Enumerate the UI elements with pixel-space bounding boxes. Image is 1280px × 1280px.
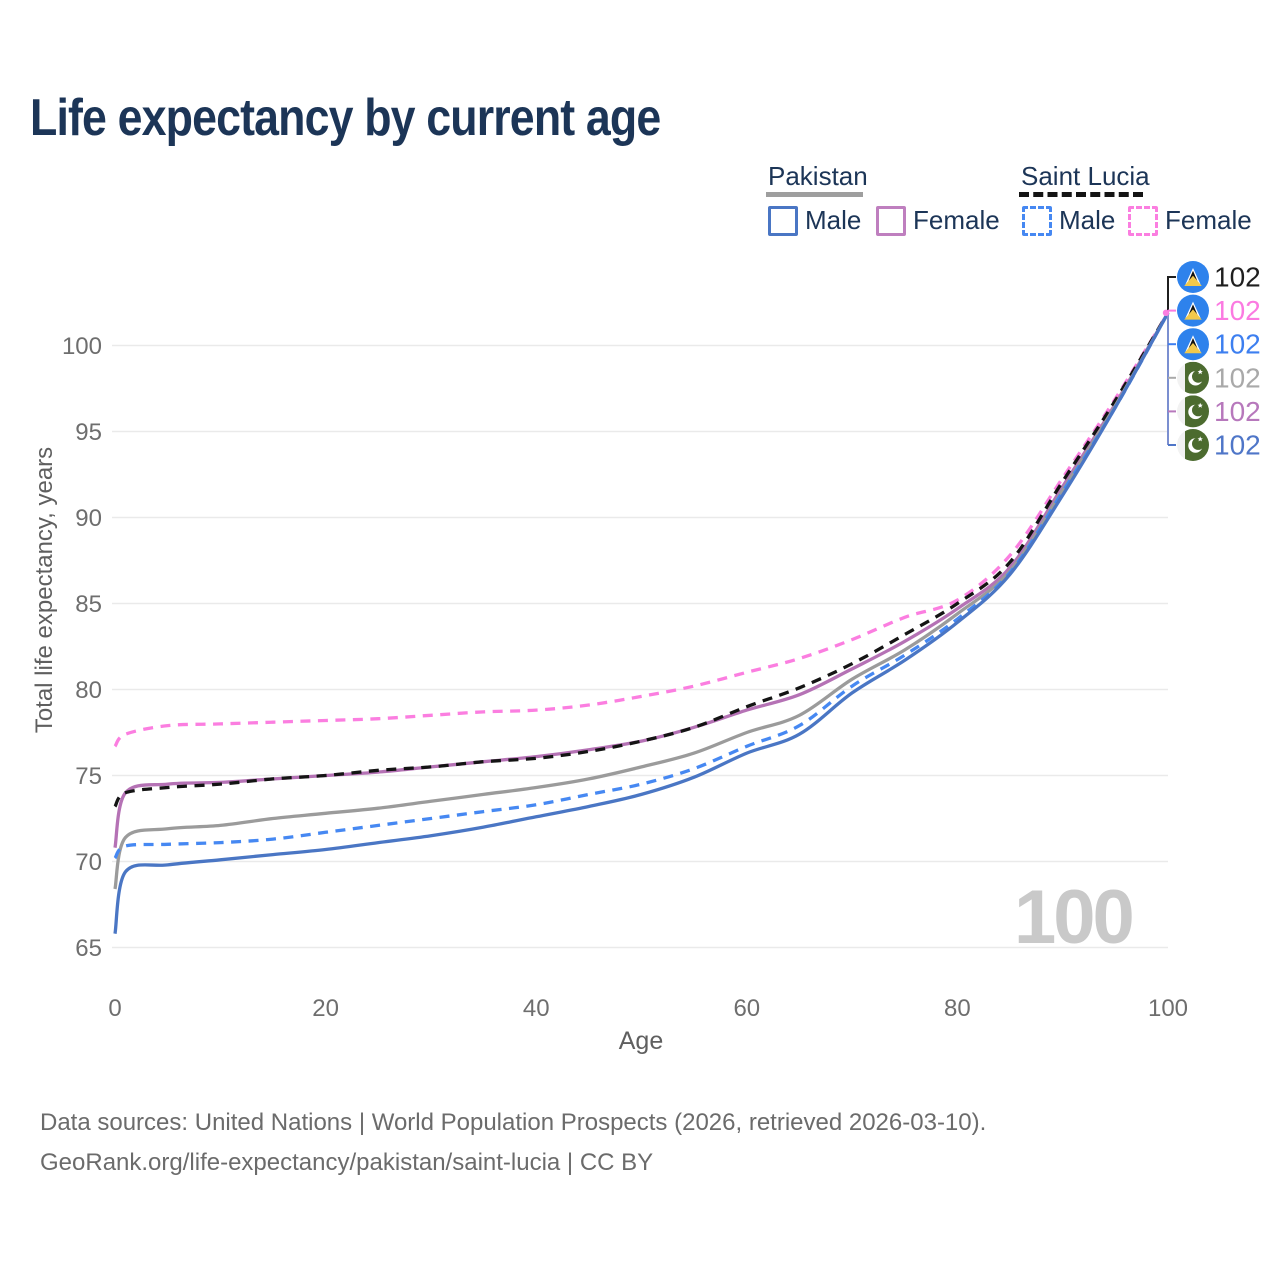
x-tick-label: 20	[312, 995, 339, 1022]
y-tick-label: 70	[75, 849, 102, 876]
pakistan-flag-icon	[1177, 429, 1209, 461]
legend-item-saint-lucia-female[interactable]: Female	[1128, 205, 1252, 236]
series-line-saint-lucia-total	[113, 311, 1170, 808]
leader-line	[1167, 276, 1176, 313]
series-line-saint-lucia-female	[113, 311, 1170, 748]
end-label-pakistan-total: 102	[1214, 362, 1261, 393]
pakistan-female-swatch-icon	[876, 205, 906, 236]
saint-lucia-flag-icon	[1177, 294, 1209, 327]
y-tick-label: 90	[75, 505, 102, 532]
footer-attribution: GeoRank.org/life-expectancy/pakistan/sai…	[40, 1149, 654, 1176]
x-tick-label: 40	[523, 995, 550, 1022]
convergence-dot	[1162, 309, 1170, 317]
x-tick-label: 80	[944, 995, 971, 1022]
y-tick-label: 100	[62, 333, 102, 360]
legend-item-label: Male	[1059, 205, 1116, 235]
series-line-pakistan-male	[113, 311, 1170, 934]
saint-lucia-female-swatch-icon	[1128, 205, 1158, 236]
legend-group-saint-lucia-label: Saint Lucia	[1021, 161, 1150, 191]
legend-group-pakistan-label: Pakistan	[768, 161, 868, 191]
legend-item-label: Female	[1165, 205, 1252, 235]
x-axis-title: Age	[618, 1027, 664, 1055]
end-label-pakistan-female: 102	[1214, 396, 1261, 427]
pakistan-flag-icon	[1177, 395, 1209, 428]
end-label-saint-lucia-female: 102	[1214, 295, 1261, 326]
x-tick-label: 0	[108, 995, 121, 1022]
saint-lucia-flag-icon	[1177, 261, 1209, 293]
watermark-100: 100	[1014, 875, 1135, 960]
x-tick-label: 60	[733, 995, 760, 1022]
legend-item-pakistan-male[interactable]: Male	[768, 205, 861, 236]
legend-item-saint-lucia-male[interactable]: Male	[1022, 205, 1115, 236]
footer-data-sources: Data sources: United Nations | World Pop…	[40, 1109, 987, 1136]
y-tick-label: 80	[75, 677, 102, 704]
y-axis-title: Total life expectancy, years	[31, 446, 58, 734]
pakistan-male-swatch-icon	[768, 205, 798, 236]
legend-item-label: Female	[913, 205, 1000, 235]
page-title: Life expectancy by current age	[30, 89, 661, 147]
legend-item-pakistan-female[interactable]: Female	[876, 205, 1000, 236]
saint-lucia-male-swatch-icon	[1022, 205, 1052, 236]
x-tick-label: 100	[1148, 995, 1188, 1022]
end-label-saint-lucia-total: 102	[1214, 262, 1261, 293]
series-line-pakistan-total	[113, 311, 1170, 890]
y-tick-label: 95	[75, 419, 102, 446]
series-line-saint-lucia-male	[113, 311, 1170, 860]
pakistan-flag-icon	[1177, 361, 1209, 394]
legend-saint-lucia-line-sample	[1019, 192, 1143, 197]
y-tick-label: 85	[75, 591, 102, 618]
end-label-pakistan-male: 102	[1214, 430, 1261, 461]
end-label-saint-lucia-male: 102	[1214, 329, 1261, 360]
legend-pakistan-line-sample	[766, 192, 863, 197]
y-tick-label: 65	[75, 935, 102, 962]
legend-item-label: Male	[805, 205, 862, 235]
y-tick-label: 75	[75, 763, 102, 790]
saint-lucia-flag-icon	[1177, 328, 1209, 361]
